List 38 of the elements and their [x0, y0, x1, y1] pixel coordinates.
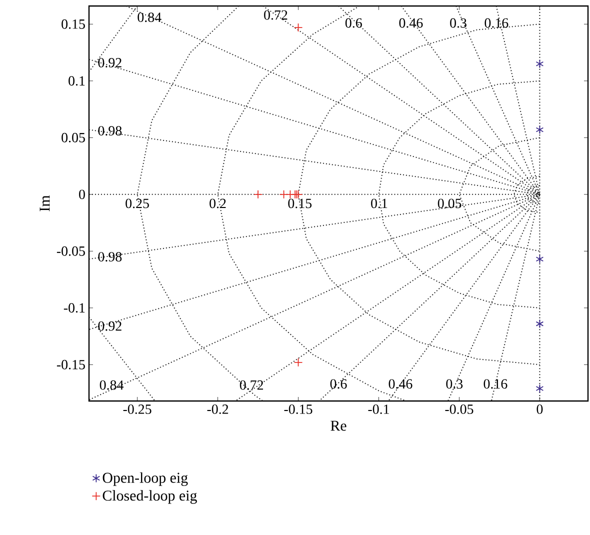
x-tick-label: -0.2 — [207, 404, 228, 414]
annotation: 0.3 — [450, 18, 466, 28]
annotation: 0.25 — [126, 198, 149, 208]
legend-label: Closed-loop eig — [102, 490, 197, 504]
y-axis-title: Im — [40, 195, 50, 212]
x-tick-label: -0.15 — [284, 404, 312, 414]
annotation: 0.3 — [446, 379, 463, 389]
x-axis-title: Re — [330, 420, 346, 431]
y-tick-label: 0.1 — [68, 76, 85, 86]
annotation: 0.05 — [438, 198, 462, 208]
annotation: 0.92 — [98, 58, 122, 68]
annotation: 0.16 — [484, 379, 508, 389]
annotation: 0.72 — [264, 10, 288, 20]
annotation: 0.46 — [399, 18, 423, 28]
annotation: 0.46 — [388, 379, 412, 389]
y-tick-label: -0.05 — [56, 246, 85, 256]
annotation: 0.6 — [345, 18, 362, 28]
x-tick-label: -0.05 — [445, 404, 474, 414]
annotation: 0.16 — [484, 18, 508, 28]
annotation: 0.2 — [210, 198, 226, 208]
annotation: 0.98 — [98, 252, 122, 262]
y-tick-label: 0 — [79, 190, 85, 200]
annotation: 0.92 — [98, 321, 122, 331]
annotation: 0.15 — [288, 198, 312, 208]
y-tick-label: -0.15 — [56, 360, 85, 370]
annotation: 0.98 — [98, 126, 122, 136]
annotation: 0.1 — [371, 198, 388, 208]
annotation: 0.72 — [240, 380, 264, 390]
annotation: 0.84 — [100, 380, 124, 390]
y-tick-label: 0.15 — [62, 19, 85, 29]
annotation: 0.84 — [138, 12, 162, 22]
legend-label: Open-loop eig — [102, 472, 188, 486]
x-tick-label: 0 — [536, 404, 543, 414]
y-tick-label: 0.05 — [62, 132, 85, 142]
x-tick-label: -0.1 — [368, 404, 389, 414]
x-tick-label: -0.25 — [123, 404, 152, 414]
annotation: 0.6 — [330, 379, 347, 389]
y-tick-label: -0.1 — [64, 303, 85, 313]
